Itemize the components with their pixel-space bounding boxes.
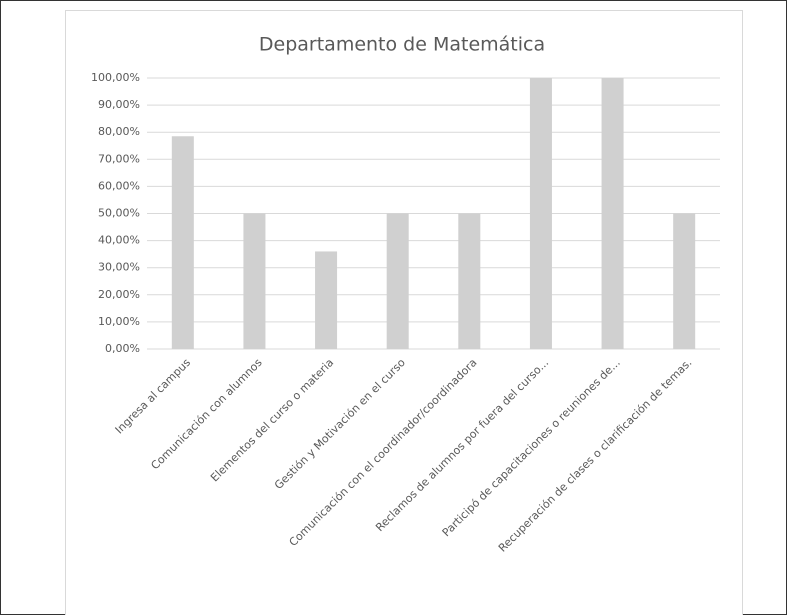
y-tick-label: 50,00% xyxy=(98,207,140,220)
y-tick-label: 60,00% xyxy=(98,179,140,192)
bar xyxy=(601,78,624,349)
bar xyxy=(315,251,338,349)
y-tick-label: 10,00% xyxy=(98,315,140,328)
y-tick-label: 70,00% xyxy=(98,152,140,165)
y-tick-label: 30,00% xyxy=(98,261,140,274)
bar xyxy=(458,213,481,349)
bar xyxy=(529,78,552,349)
y-tick-label: 80,00% xyxy=(98,125,140,138)
y-tick-label: 90,00% xyxy=(98,98,140,111)
y-tick-label: 0,00% xyxy=(105,342,140,355)
bar xyxy=(171,136,194,349)
bar xyxy=(243,213,266,349)
bar xyxy=(386,213,409,349)
y-tick-label: 20,00% xyxy=(98,288,140,301)
chart-title: Departamento de Matemática xyxy=(259,34,545,56)
bar xyxy=(673,213,696,349)
y-tick-label: 100,00% xyxy=(91,71,140,84)
y-tick-label: 40,00% xyxy=(98,234,140,247)
